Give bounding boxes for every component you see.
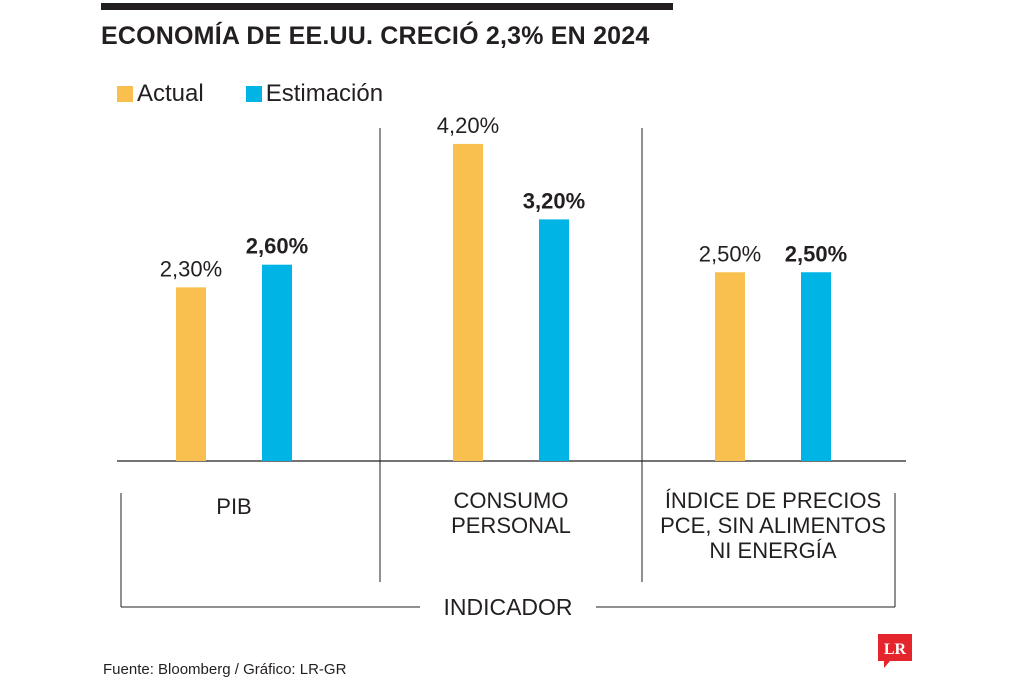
- value-label-estimacion-1: 2,60%: [246, 234, 308, 259]
- logo-badge: [878, 634, 912, 668]
- category-label-line: ÍNDICE DE PRECIOS: [664, 488, 882, 513]
- legend-item-estimacion: Estimación: [245, 80, 384, 108]
- bar-actual-3: [715, 272, 745, 461]
- legend-label-estimacion: Estimación: [265, 80, 384, 107]
- category-label-3: ÍNDICE DE PRECIOS PCE, SIN ALIMENTOS NI EN…: [653, 488, 893, 563]
- bar-estimacion-2: [539, 219, 569, 461]
- bar-estimacion-1: [262, 264, 292, 461]
- category-label-2: CONSUMO PERSONAL: [391, 488, 631, 538]
- source-note: Fuente: Bloomberg / Gráfico: LR-GR: [103, 661, 347, 678]
- category-label-line: PERSONAL: [451, 513, 571, 538]
- value-label-actual-1: 2,30%: [160, 256, 222, 281]
- logo-text: LR: [884, 641, 907, 658]
- legend-swatch-actual: [117, 86, 133, 102]
- lr-logo: LR: [878, 634, 912, 668]
- title-rule: [101, 3, 673, 10]
- bar-estimacion-3: [801, 272, 831, 461]
- category-label-1: PIB: [114, 494, 354, 519]
- x-axis-label: INDICADOR: [443, 594, 572, 620]
- chart-legend: Actual Estimación: [117, 80, 425, 108]
- bar-actual-1: [176, 287, 206, 461]
- value-label-actual-3: 2,50%: [699, 241, 761, 266]
- value-label-actual-2: 4,20%: [437, 113, 499, 138]
- bar-actual-2: [453, 143, 483, 461]
- category-label-line: PCE, SIN ALIMENTOS: [660, 513, 886, 538]
- chart-title: ECONOMÍA DE EE.UU. CRECIÓ 2,3% EN 2024: [101, 22, 650, 50]
- category-label-line: PIB: [216, 494, 252, 519]
- category-label-line: CONSUMO: [453, 488, 569, 513]
- legend-swatch-estimacion: [245, 86, 262, 102]
- category-label-line: NI ENERGÍA: [709, 538, 837, 563]
- value-label-estimacion-3: 2,50%: [785, 241, 847, 266]
- legend-item-actual: Actual: [117, 80, 204, 108]
- value-label-estimacion-2: 3,20%: [523, 188, 585, 213]
- legend-label-actual: Actual: [137, 80, 204, 107]
